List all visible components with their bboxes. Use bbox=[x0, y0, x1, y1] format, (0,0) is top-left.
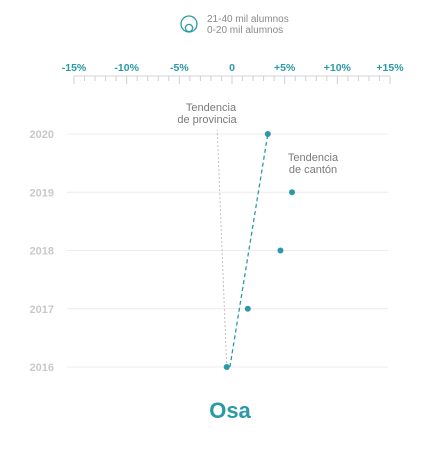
data-point-2018 bbox=[277, 247, 284, 254]
x-axis-major-ticks bbox=[73, 76, 391, 84]
year-label-2016: 2016 bbox=[30, 362, 54, 374]
data-point-2017 bbox=[244, 305, 251, 312]
gridlines bbox=[67, 133, 388, 368]
chart-title: Osa bbox=[209, 398, 251, 423]
legend-item-large: 21-40 mil alumnos bbox=[207, 14, 289, 25]
x-tick-label: -10% bbox=[114, 62, 139, 74]
data-point-2020 bbox=[264, 131, 271, 137]
canton-annotation-line2: de cantón bbox=[289, 164, 337, 176]
data-point-2016 bbox=[223, 364, 230, 370]
data-point-2019 bbox=[289, 189, 296, 196]
year-label-2017: 2017 bbox=[30, 304, 54, 316]
canton-trend-line bbox=[229, 133, 269, 368]
province-annotation-line2: de provincia bbox=[177, 114, 237, 126]
legend: 21-40 mil alumnos 0-20 mil alumnos bbox=[180, 14, 289, 36]
province-trend-line bbox=[216, 129, 228, 368]
x-axis-tick-labels: -15% -10% -5% 0 +5% +10% +15% bbox=[62, 62, 404, 74]
trend-lines bbox=[216, 129, 269, 368]
province-annotation-line1: Tendencia bbox=[186, 102, 237, 114]
x-tick-label: 0 bbox=[229, 62, 235, 74]
year-label-2019: 2019 bbox=[30, 187, 54, 199]
y-axis-labels: 2020 2019 2018 2017 2016 bbox=[30, 129, 54, 374]
x-axis-minor-ticks bbox=[84, 76, 380, 81]
x-tick-label: +5% bbox=[274, 62, 296, 74]
x-tick-label: -5% bbox=[170, 62, 189, 74]
legend-small-circle-icon bbox=[184, 23, 194, 33]
year-label-2020: 2020 bbox=[30, 129, 54, 141]
x-tick-label: +15% bbox=[376, 62, 404, 74]
legend-item-small: 0-20 mil alumnos bbox=[207, 25, 283, 36]
year-label-2018: 2018 bbox=[30, 246, 54, 258]
x-tick-label: +10% bbox=[324, 62, 352, 74]
province-annotation: Tendencia de provincia bbox=[177, 102, 237, 126]
canton-annotation: Tendencia de cantón bbox=[288, 152, 339, 176]
canton-annotation-line1: Tendencia bbox=[288, 152, 339, 164]
x-tick-label: -15% bbox=[62, 62, 87, 74]
data-points bbox=[223, 131, 296, 370]
